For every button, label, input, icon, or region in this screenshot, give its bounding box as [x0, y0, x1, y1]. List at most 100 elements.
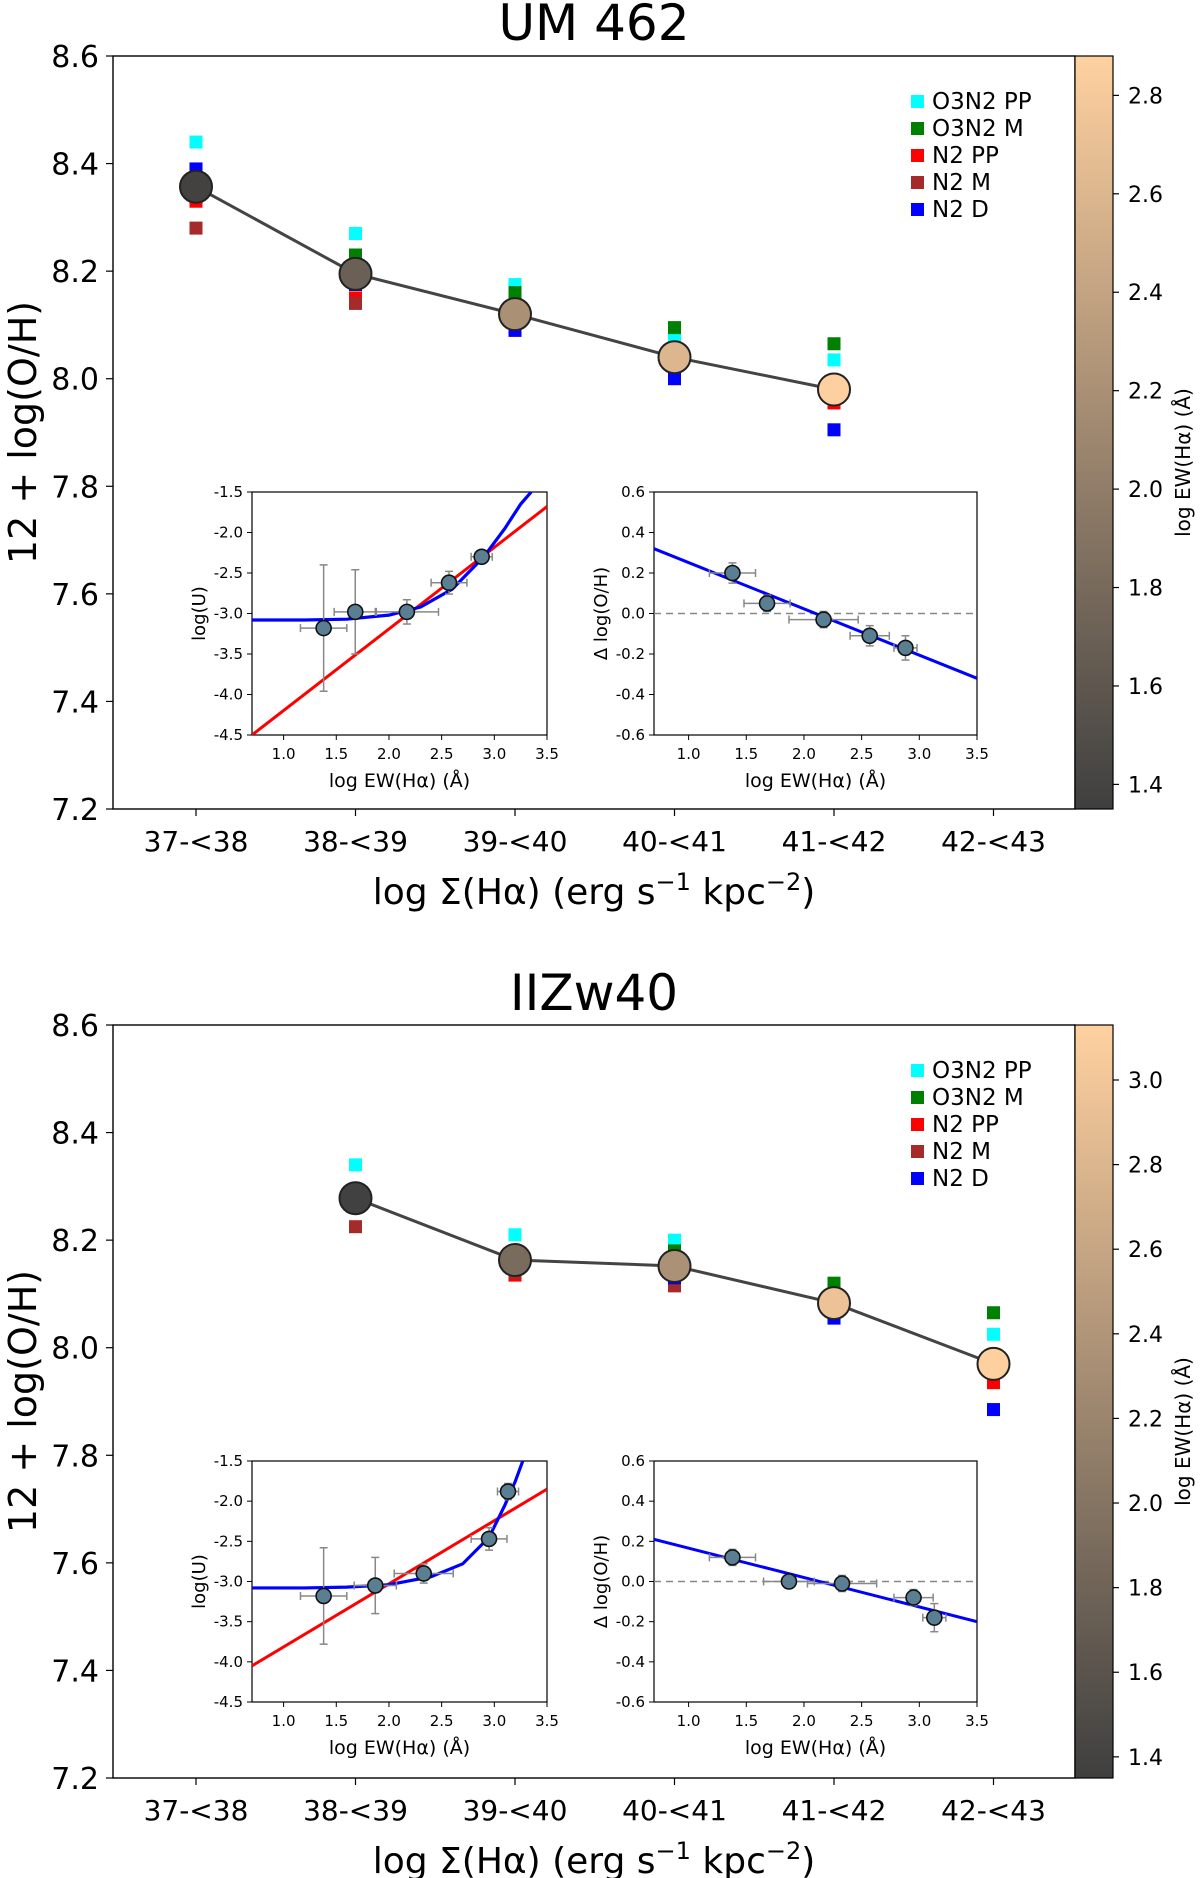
colorbar-tick-label: 1.4 — [1128, 1746, 1163, 1771]
inset-y-tick-label: -0.2 — [616, 1613, 645, 1631]
colorbar-tick-label: 2.4 — [1128, 281, 1163, 306]
legend-swatch — [911, 149, 924, 162]
mean-point — [338, 1181, 373, 1216]
inset-x-tick-label: 3.0 — [482, 1712, 506, 1730]
series-marker-o3n2-pp — [349, 1158, 362, 1172]
inset-y-tick-label: -0.2 — [616, 645, 645, 663]
y-tick-label: 8.6 — [51, 1009, 99, 1044]
inset-x-tick-label: 3.5 — [535, 1712, 559, 1730]
inset-data-point — [440, 574, 458, 592]
x-tick-label: 40-<41 — [622, 825, 727, 858]
inset-y-tick-label: 0.4 — [621, 524, 645, 542]
colorbar-tick-label: 1.8 — [1128, 1577, 1163, 1602]
y-tick-label: 7.8 — [51, 470, 99, 505]
linear-fit-line — [654, 1537, 977, 1624]
x-tick-label: 39-<40 — [463, 825, 568, 858]
inset-y-tick-label: -3.5 — [214, 645, 243, 663]
inset-y-tick-label: -2.0 — [214, 524, 243, 542]
inset-y-tick-label: 0.4 — [621, 1492, 645, 1510]
inset-data-point — [499, 1483, 517, 1500]
mean-point — [817, 1286, 851, 1321]
inset-y-tick-label: -2.0 — [214, 1492, 243, 1510]
legend-entry: O3N2 PP — [932, 1058, 1032, 1084]
x-axis-label-part: log Σ(Hα) (erg s — [373, 872, 656, 913]
inset-data-point — [346, 603, 364, 621]
inset-x-axis-label: log EW(Hα) (Å) — [329, 1736, 470, 1759]
series-marker-n2-m — [189, 221, 203, 235]
colorbar — [1074, 55, 1114, 810]
legend-swatch — [911, 203, 924, 216]
x-axis-label: log Σ(Hα) (erg s−1 kpc−2) — [373, 868, 816, 913]
inset-data-point — [833, 1575, 851, 1592]
x-tick-label: 39-<40 — [463, 1794, 568, 1827]
inset-data-point — [905, 1589, 922, 1606]
x-axis-label: log Σ(Hα) (erg s−1 kpc−2) — [373, 1837, 816, 1878]
inset-y-tick-label: -3.5 — [214, 1613, 243, 1631]
inset-data-point — [315, 619, 332, 637]
x-axis-label-part: log Σ(Hα) (erg s — [373, 1841, 656, 1878]
colorbar-label: log EW(Hα) (Å) — [1171, 388, 1195, 537]
y-tick-label: 7.2 — [51, 1762, 99, 1797]
mean-point — [179, 169, 213, 204]
x-axis-label-part: ) — [801, 1841, 815, 1878]
inset-y-tick-label: -4.5 — [214, 1693, 243, 1711]
inset-plot-area — [252, 492, 547, 735]
inset-chart: 1.0 1.5 2.0 2.5 3.0 3.5 -0.6 -0.4 -0.2 0.0 0.2 0.4 0… — [591, 483, 989, 792]
series-marker-n2-d — [668, 372, 681, 386]
inset-data-point — [398, 603, 416, 621]
inset-x-tick-label: 3.0 — [907, 745, 931, 763]
series-marker-n2-d — [827, 423, 841, 437]
inset-x-tick-label: 3.5 — [965, 745, 989, 763]
inset-y-tick-label: -0.6 — [616, 726, 645, 744]
y-tick-label: 8.0 — [51, 1332, 99, 1367]
mean-point — [657, 340, 692, 375]
colorbar-tick-label: 1.8 — [1128, 577, 1163, 602]
colorbar-tick-label: 2.2 — [1128, 380, 1163, 405]
y-tick-label: 8.2 — [51, 255, 99, 290]
x-tick-label: 38-<39 — [303, 825, 408, 858]
legend-entry: N2 D — [932, 197, 989, 223]
inset-data-point — [815, 611, 832, 628]
linear-fit-line — [654, 547, 977, 680]
x-axis-label-part: −1 — [656, 1837, 691, 1865]
inset-x-tick-label: 2.5 — [850, 745, 874, 763]
colorbar-tick-label: 2.8 — [1128, 84, 1163, 109]
colorbar-tick-label: 2.8 — [1128, 1154, 1163, 1179]
x-axis-label-part: −1 — [656, 868, 691, 896]
chart-panel: IIZw40 7.2 7.4 7.6 7.8 8.0 8.2 8.4 8.6 37-<38 38-<… — [1, 964, 1195, 1878]
y-tick-label: 7.4 — [51, 685, 99, 720]
inset-x-tick-label: 1.5 — [324, 745, 348, 763]
inset-data-point — [315, 1587, 332, 1605]
inset-x-tick-label: 2.5 — [430, 745, 454, 763]
y-tick-label: 8.4 — [51, 1117, 99, 1152]
inset-x-tick-label: 1.5 — [734, 1712, 758, 1730]
inset-y-axis-label: log(U) — [189, 586, 210, 641]
legend-swatch — [911, 1145, 924, 1158]
inset-y-tick-label: -0.4 — [616, 1653, 645, 1671]
x-tick-label: 40-<41 — [622, 1794, 727, 1827]
inset-data-point — [724, 564, 741, 582]
mean-point — [817, 372, 851, 407]
colorbar-tick-label: 1.6 — [1128, 675, 1163, 700]
y-tick-label: 7.2 — [51, 793, 99, 828]
inset-data-point — [926, 1609, 943, 1626]
colorbar-tick-label: 1.6 — [1128, 1661, 1163, 1686]
inset-x-tick-label: 1.5 — [734, 745, 758, 763]
legend-entry: O3N2 M — [932, 1085, 1024, 1111]
inset-y-axis-label: Δ log(O/H) — [591, 567, 612, 660]
legend-swatch — [911, 1091, 924, 1104]
inset-y-tick-label: -3.0 — [214, 1573, 243, 1591]
x-tick-label: 37-<38 — [144, 1794, 249, 1827]
x-tick-label: 37-<38 — [144, 825, 249, 858]
x-axis-label-part: kpc — [691, 1841, 766, 1878]
inset-data-point — [758, 595, 776, 612]
y-tick-label: 7.8 — [51, 1439, 99, 1474]
y-axis-label: 12 + log(O/H) — [1, 1270, 45, 1533]
inset-x-tick-label: 3.5 — [965, 1712, 989, 1730]
x-axis-label-part: kpc — [691, 872, 766, 913]
inset-x-axis-label: log EW(Hα) (Å) — [745, 769, 886, 792]
series-marker-o3n2-pp — [189, 135, 203, 149]
mean-point — [498, 1243, 532, 1278]
legend-entry: N2 M — [932, 170, 991, 196]
legend-entry: N2 M — [932, 1139, 991, 1165]
